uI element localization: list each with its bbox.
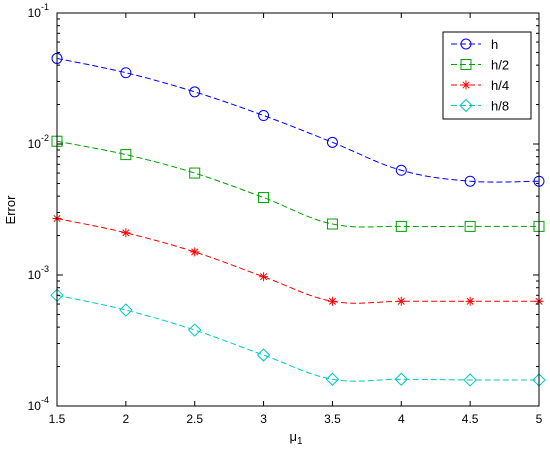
legend-marker xyxy=(460,38,472,50)
y-tick-base: 10 xyxy=(28,399,42,413)
data-point-s4-3 xyxy=(188,323,202,337)
data-point-s3-3-stroke xyxy=(191,248,199,256)
series-2 xyxy=(51,135,545,232)
x-tick-label: 5 xyxy=(536,412,543,426)
x-axis-label: μ1 xyxy=(289,429,303,447)
data-point-s3-2-stroke xyxy=(122,229,130,237)
x-axis-label-subscript: 1 xyxy=(297,436,303,447)
legend-marker xyxy=(460,59,472,70)
legend-label: h/2 xyxy=(491,58,509,73)
y-tick-label: 10-2 xyxy=(28,133,49,151)
data-point-s1-3 xyxy=(189,86,201,98)
data-point-s4-6 xyxy=(394,372,408,386)
y-axis-label: Error xyxy=(3,195,18,225)
x-axis-label-symbol: μ xyxy=(289,429,297,444)
data-point-s3-3 xyxy=(190,247,200,257)
data-point-s2-7 xyxy=(464,220,476,232)
legend-item-3: h/4 xyxy=(451,78,509,93)
data-point-s3-5-stroke xyxy=(328,297,336,305)
series-3 xyxy=(52,213,544,306)
data-point-s4-5 xyxy=(325,372,340,386)
data-point-s1-6 xyxy=(395,164,407,176)
data-point-s1-4 xyxy=(258,110,270,122)
y-tick-exponent: -4 xyxy=(41,395,49,405)
data-point-s3-5 xyxy=(327,296,337,306)
legend-label: h/8 xyxy=(491,99,509,114)
data-point-s2-5 xyxy=(326,218,338,230)
axes-layer: 1.5 2 2.5 3 3.5 4 4.5 510-110-210-310-4 xyxy=(28,2,543,426)
legend-label: h xyxy=(491,37,498,52)
data-point-s2-4 xyxy=(258,192,270,204)
x-tick-label: 4 xyxy=(398,412,405,426)
legend-item-4: h/8 xyxy=(451,99,509,114)
data-point-s1-2 xyxy=(120,67,132,79)
data-point-s3-2 xyxy=(121,228,131,238)
legend: h h/2 h/4 h/8 xyxy=(442,31,532,120)
x-tick-label: 2.5 xyxy=(186,412,203,426)
x-tick-label: 1.5 xyxy=(49,412,66,426)
y-tick-exponent: -3 xyxy=(41,264,49,274)
legend-label: h/4 xyxy=(491,78,509,93)
series-line-4 xyxy=(56,294,540,382)
y-tick-label: 10-3 xyxy=(28,264,49,282)
axes-frame xyxy=(56,12,540,407)
data-point-s3-7-stroke xyxy=(466,297,474,305)
data-point-s3-4-stroke xyxy=(260,273,268,281)
data-point-s1-5 xyxy=(326,136,338,148)
x-tick-label: 3.5 xyxy=(324,412,341,426)
y-tick-exponent: -2 xyxy=(41,133,49,143)
data-point-s4-7 xyxy=(463,373,477,387)
series-line-1 xyxy=(56,57,540,183)
series-line-2 xyxy=(56,140,539,228)
legend-box xyxy=(442,31,532,120)
data-point-s3-6-stroke xyxy=(397,297,405,305)
x-tick-label: 2 xyxy=(123,412,130,426)
data-point-s3-7 xyxy=(465,296,475,306)
legend-marker xyxy=(461,80,471,90)
data-point-s4-4 xyxy=(256,348,271,362)
y-tick-label: 10-1 xyxy=(28,2,49,20)
data-point-s3-4 xyxy=(259,272,269,282)
data-point-s1-7 xyxy=(464,175,476,187)
data-point-s2-2 xyxy=(120,149,132,161)
y-tick-exponent: -1 xyxy=(41,2,49,12)
legend-item-2: h/2 xyxy=(451,58,509,73)
legend-marker xyxy=(459,98,473,113)
legend-marker-stroke xyxy=(462,81,470,89)
y-tick-base: 10 xyxy=(28,268,42,282)
data-point-s3-6 xyxy=(396,296,406,306)
y-tick-label: 10-4 xyxy=(28,395,49,413)
x-tick-label: 3 xyxy=(260,412,267,426)
data-point-s2-3 xyxy=(189,167,201,179)
legend-item-1: h xyxy=(451,37,498,52)
data-point-s2-6 xyxy=(395,220,407,232)
y-tick-base: 10 xyxy=(28,137,42,151)
y-tick-base: 10 xyxy=(28,6,42,20)
data-point-s4-2 xyxy=(119,303,133,317)
x-tick-label: 4.5 xyxy=(462,412,479,426)
series-line-3 xyxy=(56,218,539,304)
